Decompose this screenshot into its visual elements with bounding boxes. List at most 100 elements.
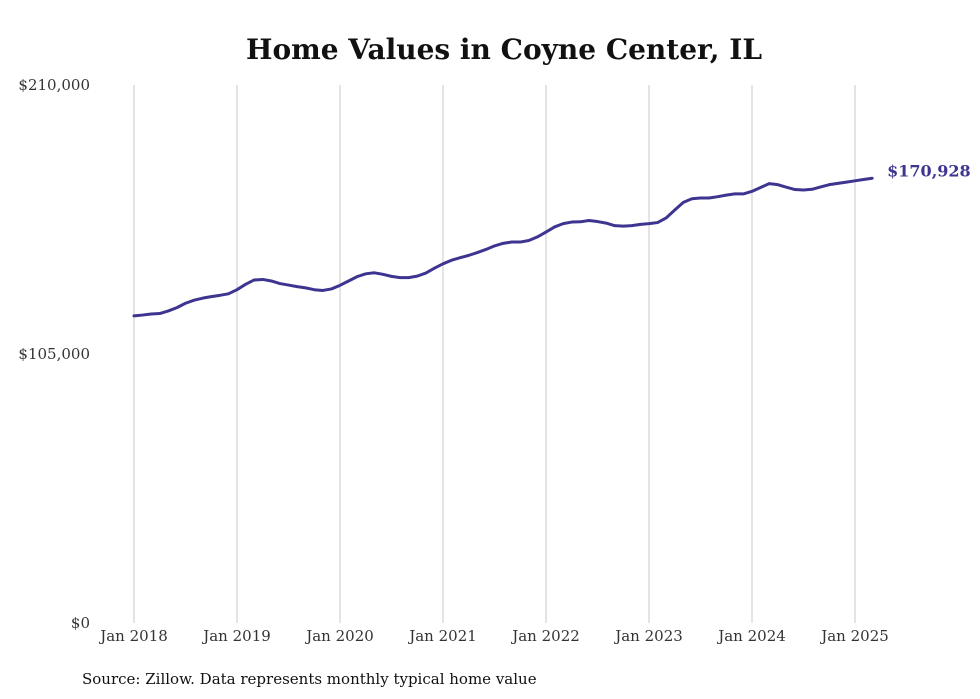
data-point — [664, 216, 668, 220]
data-point — [613, 224, 616, 227]
data-point — [793, 188, 797, 191]
data-point — [716, 195, 719, 198]
data-point — [767, 182, 771, 185]
data-point — [476, 251, 479, 254]
data-point — [853, 179, 857, 183]
data-point — [673, 208, 676, 212]
data-point — [682, 201, 685, 204]
data-point — [270, 279, 273, 283]
data-point — [707, 196, 711, 200]
data-point — [338, 284, 342, 287]
data-point — [416, 274, 419, 278]
data-point — [845, 180, 848, 184]
data-point — [330, 287, 333, 291]
data-point — [647, 222, 651, 225]
data-point — [304, 286, 307, 290]
data-point — [776, 183, 779, 186]
data-point — [870, 177, 874, 180]
data-point — [175, 306, 179, 309]
data-point — [141, 313, 144, 317]
data-point — [519, 240, 522, 244]
data-point — [184, 302, 187, 305]
data-point — [759, 186, 762, 189]
data-point — [604, 221, 608, 225]
data-point — [819, 185, 822, 189]
data-point — [210, 295, 213, 298]
data-point — [321, 289, 325, 292]
y-axis-tick-labels: $0 $105,000 $210,000 — [18, 76, 90, 632]
x-tick-label: Jan 2020 — [304, 627, 374, 645]
x-axis-tick-labels: Jan 2018 Jan 2019 Jan 2020 Jan 2021 Jan 2022… — [98, 627, 889, 645]
chart-title: Home Values in Coyne Center, IL — [246, 33, 762, 66]
x-tick-label: Jan 2024 — [716, 627, 786, 645]
home-value-series-line — [132, 176, 874, 318]
data-point — [699, 196, 702, 200]
data-point — [450, 259, 453, 262]
x-tick-label: Jan 2018 — [98, 627, 168, 645]
data-point — [553, 225, 556, 229]
x-tick-label: Jan 2025 — [819, 627, 889, 645]
data-point — [622, 224, 625, 228]
x-tick-label: Jan 2022 — [510, 627, 580, 645]
data-point — [149, 312, 153, 316]
data-point — [167, 309, 170, 313]
data-point — [501, 242, 505, 245]
data-point — [218, 294, 222, 297]
gridlines — [133, 85, 856, 623]
data-point — [252, 278, 256, 282]
data-point — [347, 279, 350, 283]
data-point — [467, 254, 470, 257]
data-point — [355, 275, 359, 278]
last-value-label: $170,928 — [887, 161, 971, 180]
data-point — [544, 230, 548, 234]
data-point — [261, 278, 264, 281]
data-point — [424, 271, 428, 275]
data-point — [390, 275, 393, 278]
data-point — [810, 188, 814, 191]
data-point — [244, 283, 247, 286]
data-point — [407, 276, 410, 279]
source-note: Source: Zillow. Data represents monthly … — [82, 670, 537, 688]
data-point — [639, 223, 642, 226]
data-point — [725, 193, 728, 197]
data-point — [570, 220, 573, 224]
data-point — [287, 283, 290, 287]
data-point — [802, 188, 805, 192]
data-point — [536, 235, 539, 239]
data-point — [192, 299, 196, 302]
x-tick-label: Jan 2019 — [201, 627, 271, 645]
data-point — [278, 282, 282, 285]
data-point — [381, 273, 385, 276]
data-point — [493, 244, 496, 248]
data-point — [373, 271, 376, 274]
data-point — [441, 262, 445, 266]
data-point — [132, 314, 136, 318]
data-point — [733, 192, 737, 196]
x-tick-label: Jan 2021 — [407, 627, 477, 645]
data-point — [785, 186, 788, 189]
y-tick-label: $210,000 — [18, 76, 90, 94]
data-point — [742, 192, 745, 196]
data-point — [398, 276, 402, 279]
data-point — [630, 224, 634, 227]
data-point — [295, 285, 299, 288]
data-point — [656, 221, 659, 224]
y-tick-label: $105,000 — [18, 345, 90, 363]
data-point — [433, 266, 436, 270]
data-point — [596, 220, 599, 223]
data-point — [750, 190, 754, 193]
data-point — [364, 272, 367, 276]
data-points — [132, 177, 874, 318]
data-point — [484, 248, 488, 251]
data-point — [458, 256, 462, 259]
data-point — [235, 288, 239, 291]
data-point — [561, 222, 565, 225]
data-point — [579, 220, 582, 224]
data-point — [690, 197, 694, 200]
data-point — [828, 183, 831, 186]
data-point — [201, 296, 204, 300]
data-point — [158, 312, 161, 315]
data-point — [313, 288, 316, 291]
data-point — [527, 239, 531, 242]
